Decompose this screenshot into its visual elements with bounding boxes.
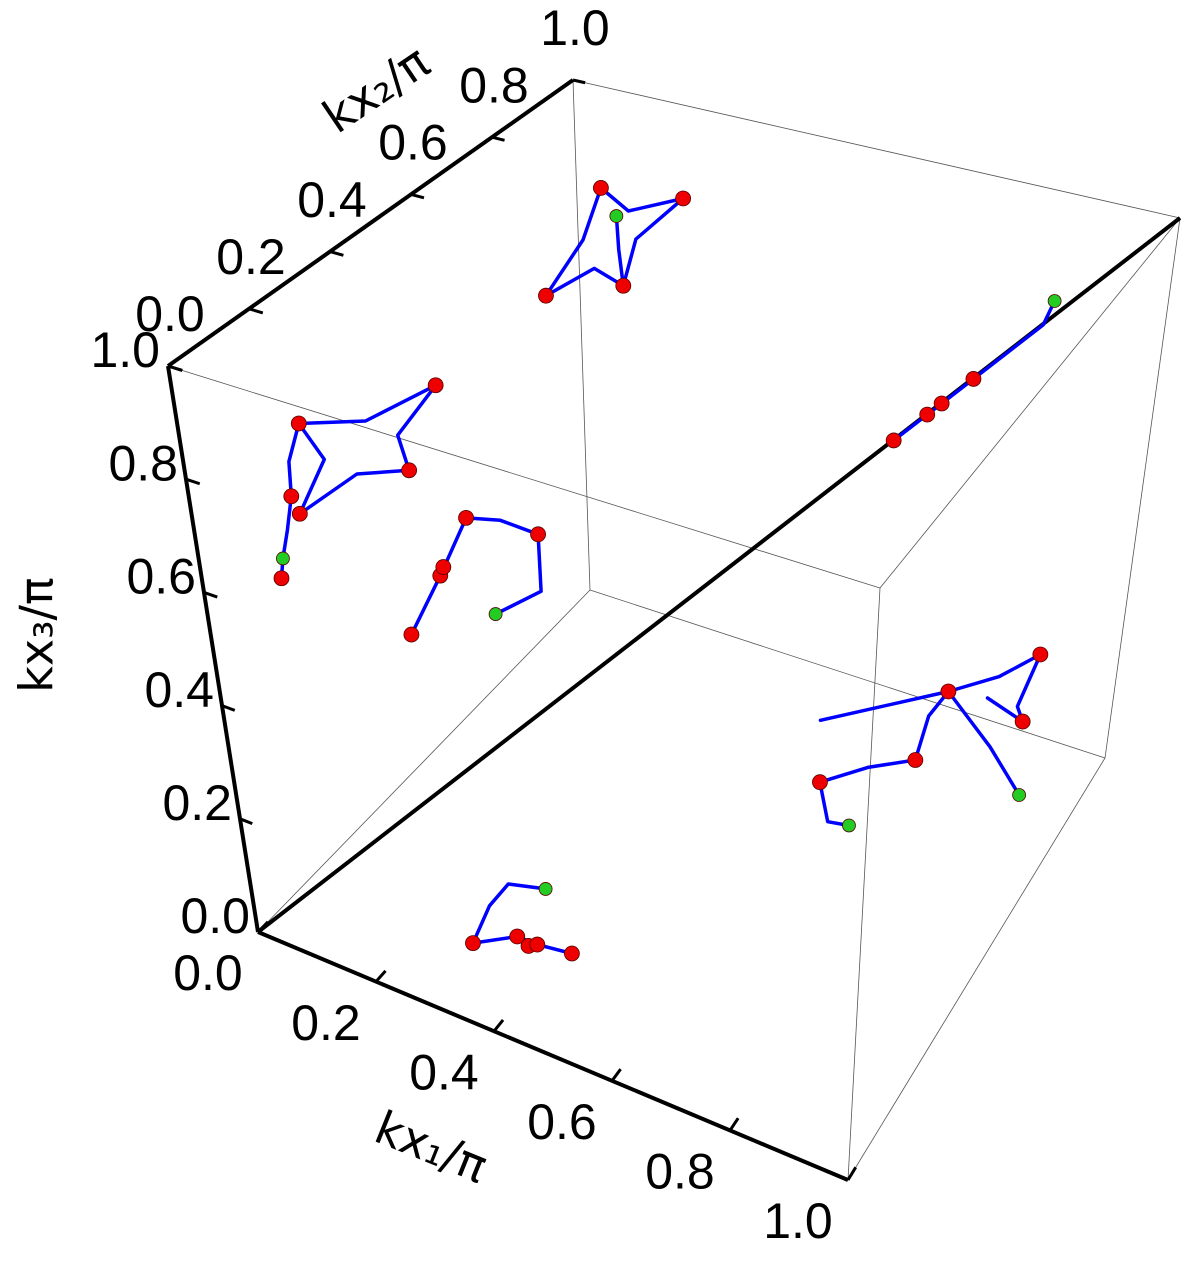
point (1012, 788, 1027, 802)
point (290, 415, 307, 432)
point (564, 945, 580, 962)
tick-label: 0.0 (180, 888, 250, 944)
tick-mark (185, 477, 201, 486)
tick-mark (846, 1166, 857, 1181)
tick-mark (410, 192, 425, 200)
tick-mark (167, 364, 183, 372)
point (965, 371, 982, 387)
tick-label: 0.2 (216, 229, 286, 285)
point (403, 626, 420, 643)
tick-mark (239, 817, 253, 826)
point (283, 488, 300, 505)
point (488, 607, 503, 621)
tick-label: 0.6 (527, 1094, 597, 1150)
point (529, 936, 546, 953)
point (1047, 294, 1062, 308)
box-edge (1104, 217, 1181, 759)
tick-label: 1.0 (540, 0, 610, 56)
point (273, 570, 290, 587)
box-edge (589, 589, 1106, 759)
point (465, 935, 481, 952)
curve (544, 186, 685, 298)
x-axis-title: kx₁/π (368, 1100, 495, 1193)
point (458, 509, 474, 526)
point (842, 818, 856, 833)
tick-label: 0.4 (297, 172, 367, 228)
point (919, 406, 936, 423)
z-axis-title: kx₃/π (10, 577, 64, 693)
point (1032, 646, 1049, 663)
point (538, 882, 553, 896)
point (509, 928, 526, 945)
point (812, 774, 828, 791)
tick-mark (256, 920, 270, 934)
tick-label: 1.0 (763, 1193, 833, 1249)
box-edge (167, 365, 881, 589)
point (530, 526, 546, 543)
curve (818, 652, 1043, 828)
point (435, 559, 452, 575)
tick-mark (491, 135, 505, 142)
tick-label: 1.0 (90, 322, 160, 378)
tick-mark (221, 704, 236, 712)
tick-label: 0.8 (108, 435, 178, 491)
tick-mark (492, 1019, 505, 1033)
point (885, 432, 902, 449)
tick-label: 0.2 (291, 995, 361, 1051)
tick-label: 0.0 (135, 286, 205, 342)
box-edge (572, 79, 1181, 219)
tick-mark (610, 1068, 622, 1082)
tick-label: 0.0 (173, 945, 243, 1001)
axis-line (257, 930, 849, 1182)
point (291, 505, 308, 522)
box-edge (847, 757, 1106, 1181)
point (427, 377, 444, 394)
box-edge (847, 587, 881, 1181)
tick-mark (257, 930, 271, 939)
box-edge (879, 217, 1181, 589)
point (276, 551, 290, 566)
point (615, 277, 632, 294)
curve (409, 516, 543, 637)
axis-line (166, 365, 260, 933)
tick-label: 0.4 (144, 662, 214, 718)
point (1014, 713, 1031, 730)
curve (471, 882, 548, 945)
point (609, 209, 624, 223)
tick-mark (248, 307, 264, 315)
point (940, 683, 957, 700)
curve (279, 494, 294, 580)
point (907, 752, 924, 768)
tick-mark (572, 78, 586, 85)
tick-mark (728, 1117, 740, 1132)
tick-mark (329, 250, 344, 257)
tick-label: 0.8 (459, 57, 529, 113)
tick-label: 0.2 (162, 775, 232, 831)
curve (818, 689, 951, 723)
point (593, 180, 609, 196)
tick-label: 0.8 (645, 1144, 715, 1200)
point (933, 395, 950, 412)
tick-mark (203, 590, 218, 599)
tick-mark (374, 969, 387, 983)
curve (287, 383, 438, 516)
curve (614, 214, 626, 288)
axis-line (166, 78, 575, 368)
tick-label: 0.6 (126, 549, 196, 605)
tick-label: 0.6 (378, 115, 448, 171)
curve (946, 689, 1021, 797)
point (401, 462, 418, 479)
tick-label: 0.4 (409, 1044, 479, 1100)
box-edge (257, 589, 591, 933)
point (675, 190, 692, 207)
box-edge (572, 79, 591, 591)
point (538, 287, 554, 304)
